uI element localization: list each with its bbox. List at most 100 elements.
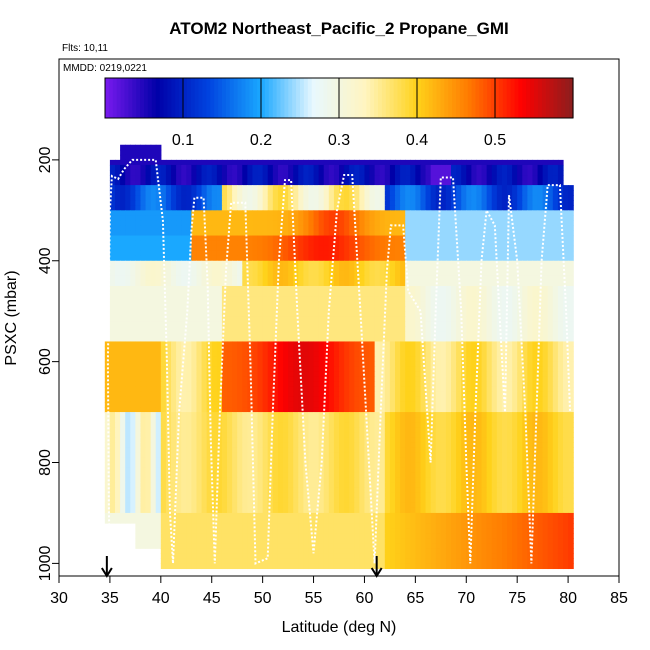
heatmap-cell bbox=[339, 169, 345, 176]
heatmap-cell bbox=[405, 280, 411, 287]
heatmap-cell bbox=[568, 296, 574, 302]
heatmap-cell bbox=[415, 311, 422, 317]
heatmap-cell bbox=[568, 306, 574, 312]
heatmap-cell bbox=[405, 427, 411, 433]
heatmap-cell bbox=[318, 220, 325, 227]
heatmap-cell bbox=[262, 235, 269, 242]
heatmap-cell bbox=[160, 381, 167, 388]
heatmap-cell bbox=[451, 361, 457, 368]
heatmap-cell bbox=[410, 255, 416, 262]
heatmap-cell bbox=[568, 311, 574, 317]
heatmap-cell bbox=[471, 346, 478, 353]
heatmap-cell bbox=[145, 391, 152, 398]
heatmap-cell bbox=[354, 412, 360, 418]
heatmap-cell bbox=[191, 311, 198, 317]
heatmap-cell bbox=[507, 180, 513, 186]
heatmap-cell bbox=[517, 260, 523, 267]
heatmap-cell bbox=[288, 366, 294, 373]
heatmap-cell bbox=[542, 361, 549, 368]
heatmap-cell bbox=[232, 386, 238, 393]
heatmap-cell bbox=[425, 235, 432, 242]
heatmap-cell bbox=[471, 215, 478, 221]
heatmap-cell bbox=[517, 265, 523, 272]
heatmap-cell bbox=[344, 386, 350, 393]
heatmap-cell bbox=[303, 412, 310, 418]
heatmap-cell bbox=[216, 225, 223, 232]
heatmap-cell bbox=[349, 432, 355, 438]
heatmap-cell bbox=[237, 164, 243, 171]
heatmap-cell bbox=[451, 195, 457, 201]
heatmap-cell bbox=[461, 361, 467, 368]
heatmap-cell bbox=[303, 164, 310, 171]
heatmap-cell bbox=[445, 396, 452, 403]
heatmap-cell bbox=[451, 356, 457, 363]
heatmap-cell bbox=[527, 306, 534, 312]
heatmap-cell bbox=[333, 230, 340, 237]
heatmap-cell bbox=[435, 381, 442, 388]
heatmap-cell bbox=[242, 180, 248, 186]
heatmap-cell bbox=[288, 396, 294, 403]
heatmap-cell bbox=[328, 260, 335, 267]
heatmap-cell bbox=[328, 195, 335, 201]
heatmap-cell bbox=[293, 169, 299, 176]
heatmap-cell bbox=[461, 306, 467, 312]
heatmap-cell bbox=[374, 255, 381, 262]
heatmap-cell bbox=[425, 361, 432, 368]
heatmap-cell bbox=[211, 336, 218, 343]
heatmap-cell bbox=[272, 407, 279, 413]
heatmap-cell bbox=[109, 185, 116, 191]
heatmap-cell bbox=[130, 180, 136, 186]
heatmap-cell bbox=[160, 285, 167, 292]
heatmap-cell bbox=[109, 422, 116, 428]
heatmap-cell bbox=[227, 321, 233, 327]
heatmap-cell bbox=[242, 381, 248, 388]
heatmap-cell bbox=[445, 175, 452, 181]
heatmap-cell bbox=[308, 270, 315, 277]
heatmap-cell bbox=[130, 386, 136, 393]
heatmap-cell bbox=[374, 417, 381, 423]
heatmap-cell bbox=[109, 381, 116, 388]
heatmap-cell bbox=[440, 180, 447, 186]
heatmap-cell bbox=[160, 291, 167, 297]
heatmap-cell bbox=[257, 296, 264, 302]
heatmap-cell bbox=[374, 195, 381, 201]
heatmap-cell bbox=[272, 175, 279, 181]
heatmap-cell bbox=[267, 336, 274, 343]
heatmap-cell bbox=[277, 215, 284, 221]
heatmap-cell bbox=[456, 391, 462, 398]
heatmap-cell bbox=[145, 381, 152, 388]
heatmap-cell bbox=[532, 422, 539, 428]
heatmap-cell bbox=[191, 386, 198, 393]
heatmap-cell bbox=[512, 306, 518, 312]
heatmap-cell bbox=[293, 412, 299, 418]
heatmap-cell bbox=[120, 316, 126, 322]
heatmap-cell bbox=[400, 301, 406, 307]
heatmap-cell bbox=[160, 185, 167, 191]
heatmap-cell bbox=[206, 311, 213, 317]
heatmap-cell bbox=[318, 270, 325, 277]
heatmap-cell bbox=[557, 265, 564, 272]
heatmap-cell bbox=[537, 336, 544, 343]
heatmap-cell bbox=[456, 401, 462, 408]
heatmap-cell bbox=[339, 361, 345, 368]
heatmap-cell bbox=[277, 296, 284, 302]
heatmap-cell bbox=[384, 296, 391, 302]
heatmap-cell bbox=[227, 280, 233, 287]
heatmap-cell bbox=[517, 285, 523, 292]
heatmap-cell bbox=[227, 376, 233, 383]
heatmap-cell bbox=[374, 240, 381, 247]
heatmap-cell bbox=[471, 250, 478, 257]
heatmap-cell bbox=[496, 205, 503, 211]
heatmap-cell bbox=[491, 356, 498, 363]
heatmap-cell bbox=[140, 230, 147, 237]
heatmap-cell bbox=[303, 180, 310, 186]
heatmap-cell bbox=[257, 336, 264, 343]
heatmap-cell bbox=[430, 316, 437, 322]
heatmap-cell bbox=[165, 180, 172, 186]
heatmap-cell bbox=[507, 285, 513, 292]
heatmap-cell bbox=[262, 175, 269, 181]
heatmap-cell bbox=[308, 306, 315, 312]
heatmap-cell bbox=[481, 401, 488, 408]
heatmap-cell bbox=[333, 396, 340, 403]
heatmap-cell bbox=[211, 220, 218, 227]
